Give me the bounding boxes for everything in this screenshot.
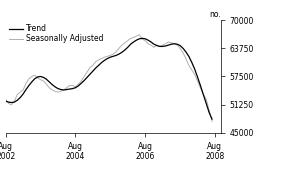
Legend: Trend, Seasonally Adjusted: Trend, Seasonally Adjusted	[9, 24, 104, 43]
Text: no.: no.	[209, 10, 221, 19]
